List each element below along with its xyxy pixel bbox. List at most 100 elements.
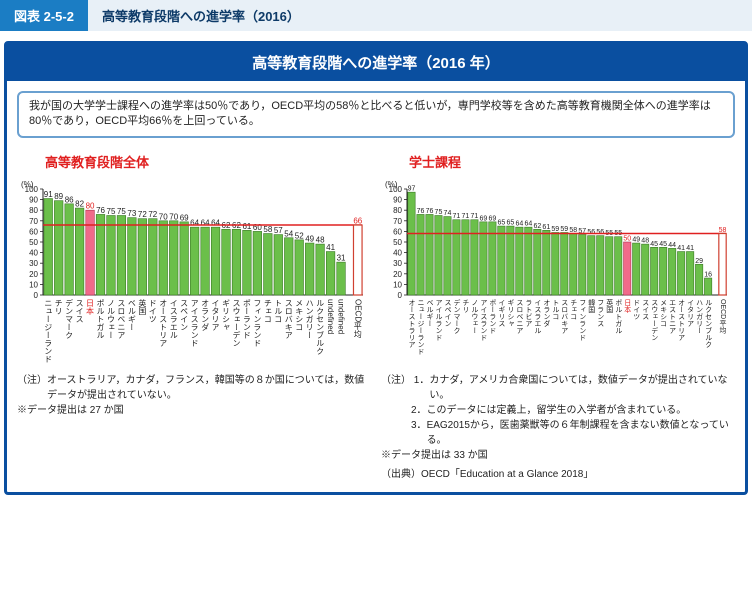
svg-text:イギリス: イギリス: [498, 299, 506, 327]
bar: [86, 210, 95, 295]
svg-text:20: 20: [393, 270, 402, 279]
bar: [624, 242, 631, 295]
svg-text:チリ: チリ: [54, 299, 63, 315]
svg-text:オーストラリア: オーストラリア: [408, 299, 416, 348]
svg-text:56: 56: [587, 229, 595, 236]
description-box: 我が国の大学学士課程への進学率は50％であり，OECD平均の58％と比べると低い…: [17, 91, 735, 138]
chart-left-col: 高等教育段階全体 0102030405060708090100(%)91ニュージ…: [17, 148, 371, 418]
svg-text:49: 49: [305, 234, 314, 243]
svg-text:70: 70: [29, 217, 38, 226]
svg-text:チェコ: チェコ: [570, 299, 578, 320]
svg-text:50: 50: [29, 238, 38, 247]
svg-text:イタリア: イタリア: [687, 299, 695, 327]
svg-text:29: 29: [695, 258, 703, 265]
bar: [471, 220, 478, 295]
svg-text:44: 44: [668, 242, 676, 249]
notes-right: （注） 1．カナダ，アメリカ合衆国については，数値データが提出されていない。 2…: [381, 373, 735, 482]
svg-text:0: 0: [34, 291, 39, 300]
svg-text:71: 71: [453, 213, 461, 220]
svg-text:45: 45: [659, 241, 667, 248]
svg-text:71: 71: [471, 213, 479, 220]
figure-header: 図表 2-5-2 高等教育段階への進学率（2016）: [0, 0, 752, 31]
bar: [606, 236, 613, 294]
note-label: （注） 1．: [381, 373, 429, 403]
svg-text:58: 58: [719, 227, 727, 234]
bar: [642, 244, 649, 295]
bar: [65, 204, 74, 295]
svg-text:アイルランド: アイルランド: [435, 299, 443, 341]
svg-text:91: 91: [44, 190, 53, 199]
svg-text:80: 80: [29, 206, 38, 215]
svg-text:チェコ: チェコ: [263, 299, 272, 323]
svg-text:日本: 日本: [624, 299, 632, 314]
svg-text:0: 0: [398, 291, 403, 300]
bar: [159, 221, 168, 295]
svg-text:日本: 日本: [86, 299, 95, 316]
main-panel: 高等教育段階への進学率（2016 年） 我が国の大学学士課程への進学率は50％で…: [4, 41, 748, 495]
svg-text:54: 54: [284, 229, 293, 238]
bar: [149, 218, 158, 294]
svg-text:60: 60: [393, 227, 402, 236]
svg-text:72: 72: [148, 210, 157, 219]
svg-text:(%): (%): [385, 180, 398, 189]
svg-text:ドイツ: ドイツ: [633, 299, 641, 320]
bar: [462, 220, 469, 295]
svg-text:82: 82: [75, 199, 84, 208]
svg-text:オランダ: オランダ: [201, 299, 210, 331]
svg-text:ハンガリー: ハンガリー: [696, 299, 704, 334]
bar: [54, 200, 63, 294]
bar: [232, 229, 241, 295]
svg-text:60: 60: [253, 223, 262, 232]
svg-text:64: 64: [211, 218, 220, 227]
bar: [570, 233, 577, 294]
svg-text:90: 90: [393, 195, 402, 204]
svg-text:59: 59: [551, 226, 559, 233]
bar: [180, 222, 189, 295]
svg-text:ポルトガル: ポルトガル: [96, 299, 105, 339]
svg-text:ギリシャ: ギリシャ: [222, 299, 231, 331]
note-label: 2．: [381, 403, 427, 418]
bar: [426, 214, 433, 295]
svg-text:50: 50: [393, 238, 402, 247]
svg-text:61: 61: [542, 224, 550, 231]
bar: [453, 220, 460, 295]
svg-text:59: 59: [560, 226, 568, 233]
svg-text:undefined: undefined: [326, 299, 335, 334]
bar: [668, 248, 675, 295]
svg-text:71: 71: [462, 213, 470, 220]
svg-text:スペイン: スペイン: [180, 299, 189, 331]
svg-text:50: 50: [623, 235, 631, 242]
svg-text:61: 61: [242, 222, 251, 231]
bar: [588, 235, 595, 294]
svg-text:スロベニア: スロベニア: [117, 299, 126, 339]
bar: [190, 227, 199, 295]
svg-text:ノルウェー: ノルウェー: [471, 299, 479, 334]
svg-text:オーストリア: オーストリア: [678, 299, 686, 341]
svg-text:アイスランド: アイスランド: [480, 299, 488, 341]
svg-text:16: 16: [704, 271, 712, 278]
svg-text:ベルギー: ベルギー: [127, 299, 136, 331]
svg-text:デンマーク: デンマーク: [65, 298, 74, 339]
note-extra: ※データ提出は 33 か国: [381, 448, 735, 463]
svg-text:フランス: フランス: [597, 299, 605, 327]
svg-text:英国: 英国: [138, 298, 147, 316]
bar: [444, 216, 451, 294]
svg-text:20: 20: [29, 270, 38, 279]
svg-text:58: 58: [263, 225, 272, 234]
svg-text:OECD平均: OECD平均: [719, 299, 727, 334]
chart-right: 0102030405060708090100(%)97オーストラリア76ニュージ…: [381, 175, 735, 365]
svg-text:デンマーク: デンマーク: [453, 298, 461, 334]
svg-text:スウェーデン: スウェーデン: [232, 299, 241, 347]
svg-text:70: 70: [159, 212, 168, 221]
svg-text:エストニア: エストニア: [669, 299, 677, 334]
svg-text:41: 41: [686, 245, 694, 252]
bar: [686, 251, 693, 294]
svg-text:10: 10: [393, 280, 402, 289]
svg-text:ポルトガル: ポルトガル: [615, 299, 623, 334]
svg-text:ルクセンブルク: ルクセンブルク: [705, 299, 713, 348]
source: （出典）OECD「Education at a Glance 2018」: [381, 467, 735, 482]
bar: [222, 229, 231, 295]
bar: [552, 232, 559, 295]
svg-text:90: 90: [29, 195, 38, 204]
bar: [326, 251, 335, 294]
